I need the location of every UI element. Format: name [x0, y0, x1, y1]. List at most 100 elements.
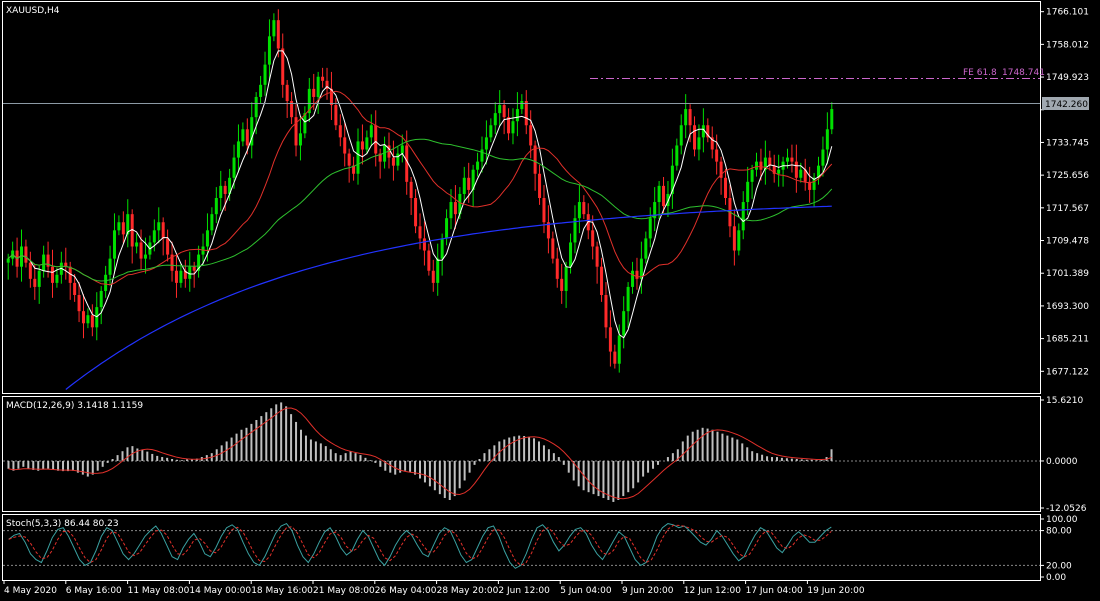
candle-body: [453, 202, 457, 215]
candle-body: [471, 169, 475, 190]
time-tick-label: 19 Jun 20:00: [807, 586, 864, 596]
candle-body: [777, 169, 781, 174]
candle-body: [126, 214, 130, 235]
candle-body: [245, 129, 249, 146]
candle-body: [387, 145, 391, 158]
candle-body: [684, 109, 688, 126]
candle-body: [794, 161, 798, 178]
candle-body: [86, 315, 90, 324]
price-tick-label: 1733.745: [1046, 138, 1089, 148]
candle-body: [6, 258, 10, 263]
time-tick-label: 9 Jun 20:00: [622, 586, 674, 596]
stoch-d-line: [8, 524, 832, 567]
candle-body: [166, 238, 170, 255]
candle-body: [427, 250, 431, 271]
stoch-tick-label: 0.00: [1046, 573, 1066, 583]
candle-body: [569, 242, 573, 267]
candle-body: [130, 214, 134, 247]
candle-body: [639, 258, 643, 279]
candle-body: [710, 137, 714, 150]
macd-label: MACD(12,26,9) 3.1418 1.1159: [6, 401, 143, 411]
candle-body: [484, 137, 488, 150]
price-tick-label: 1725.656: [1046, 171, 1089, 181]
candle-body: [179, 270, 183, 283]
time-tick-label: 28 May 20:00: [437, 586, 499, 596]
candle-body: [533, 145, 537, 174]
candle-body: [493, 113, 497, 126]
candle-body: [830, 109, 834, 130]
candle-body: [542, 198, 546, 223]
candle-body: [631, 270, 635, 287]
stoch-k-line: [8, 522, 832, 569]
candle-body: [786, 157, 790, 162]
candle-body: [560, 278, 564, 291]
candle-body: [272, 20, 276, 37]
candle-body: [37, 270, 41, 287]
candle-body: [405, 145, 409, 182]
candle-body: [600, 266, 604, 295]
candle-body: [715, 149, 719, 162]
candle-body: [347, 153, 351, 166]
candle-body: [697, 137, 701, 150]
candle-body: [515, 109, 519, 122]
candle-body: [741, 202, 745, 231]
candle-body: [374, 125, 378, 154]
candle-body: [28, 262, 32, 279]
candle-body: [763, 157, 767, 170]
candle-body: [24, 246, 28, 263]
candle-body: [108, 258, 112, 275]
candle-body: [383, 145, 387, 162]
candle-body: [595, 246, 599, 267]
candle-body: [825, 129, 829, 150]
stoch-label: Stoch(5,3,3) 86.44 80.23: [6, 519, 119, 529]
candle-body: [219, 185, 223, 198]
ma-medium-line: [7, 90, 833, 286]
candle-body: [799, 169, 803, 178]
candle-body: [298, 133, 302, 146]
candle-body: [396, 153, 400, 166]
candle-body: [152, 230, 156, 243]
candle-body: [617, 335, 621, 364]
time-tick-label: 4 May 2020: [4, 586, 57, 596]
candle-body: [241, 129, 245, 142]
candle-body: [440, 238, 444, 259]
candle-body: [489, 125, 493, 138]
time-tick-label: 6 May 16:00: [66, 586, 122, 596]
candle-body: [604, 295, 608, 328]
price-tick-label: 1677.122: [1046, 367, 1089, 377]
candle-body: [755, 161, 759, 170]
time-tick-label: 11 May 08:00: [128, 586, 190, 596]
ma-slow-line: [7, 138, 833, 282]
candle-body: [90, 315, 94, 328]
candle-body: [759, 161, 763, 170]
candle-body: [701, 125, 705, 138]
candle-body: [290, 101, 294, 118]
candle-body: [582, 202, 586, 215]
candle-body: [577, 202, 581, 219]
main-pane-border: [2, 1, 1041, 394]
macd-tick-label: -12.0526: [1046, 504, 1087, 514]
candle-body: [622, 311, 626, 336]
candle-body: [312, 88, 316, 97]
candle-body: [112, 230, 116, 259]
current-price-value: 1742.260: [1045, 100, 1088, 110]
candle-body: [498, 105, 502, 114]
candle-body: [803, 169, 807, 182]
candle-body: [613, 351, 617, 364]
candle-body: [143, 254, 147, 259]
candle-body: [99, 290, 103, 308]
candle-body: [378, 153, 382, 162]
candle-body: [502, 105, 506, 118]
candle-body: [653, 202, 657, 219]
candle-body: [511, 121, 515, 134]
candle-body: [679, 125, 683, 146]
candle-body: [214, 198, 218, 215]
candle-body: [267, 36, 271, 65]
candle-body: [808, 181, 812, 190]
candle-body: [325, 80, 329, 89]
stoch-tick-label: 100.00: [1046, 515, 1078, 525]
candle-body: [365, 137, 369, 150]
candle-body: [591, 230, 595, 247]
candle-body: [812, 177, 816, 190]
